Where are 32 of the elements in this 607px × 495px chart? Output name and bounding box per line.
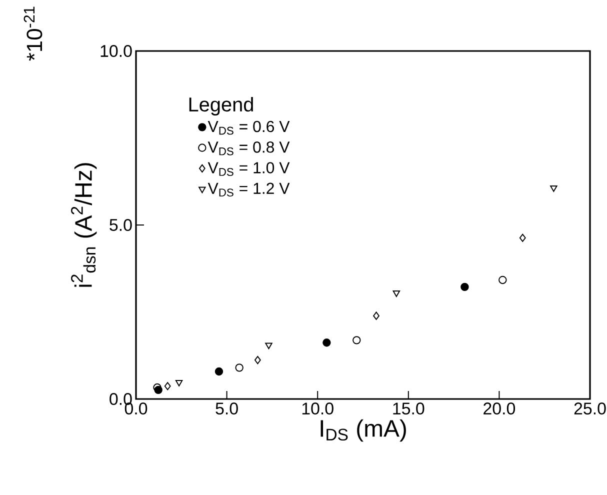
y-tick-label: 5.0: [110, 219, 132, 231]
y-tick-label: 10.0: [100, 45, 132, 57]
point: [235, 364, 244, 372]
legend-label: V$_{DS}$ = 0.6 V: [208, 120, 290, 135]
x-tick-label: 20.0: [484, 402, 516, 415]
point: [498, 276, 507, 284]
y-tick-label: 0.0: [110, 393, 132, 405]
legend-label: V$_{DS}$ = 0.8 V: [208, 141, 290, 156]
point: [164, 382, 171, 390]
x-tick-label: 15.0: [393, 402, 424, 415]
point: [175, 380, 183, 386]
x-tick-label: 10.0: [302, 402, 334, 415]
legend-label: V$_{DS}$ = 1.2 V: [208, 182, 290, 197]
legend-title: Legend: [189, 96, 253, 116]
y-axis-title: i$^{2}$$_{dsn}$ (A$^{2}$/Hz): [71, 163, 97, 287]
x-tick-label: 5.0: [216, 402, 238, 415]
point: [265, 342, 272, 350]
x-tick-label: 0.0: [124, 402, 148, 415]
x-axis-title: I$_{DS}$ (mA): [320, 419, 406, 442]
point: [519, 234, 526, 242]
point: [214, 367, 224, 376]
point: [322, 338, 331, 347]
point: [254, 356, 261, 364]
point: [373, 312, 380, 320]
legend-label: V$_{DS}$ = 1.0 V: [208, 162, 290, 176]
point: [352, 336, 361, 344]
point: [154, 386, 162, 394]
x-tick-label: 25.0: [574, 402, 606, 415]
point: [550, 185, 558, 192]
point: [460, 282, 469, 292]
text: *10$^{-21}$: [24, 6, 42, 61]
point: [392, 290, 400, 297]
